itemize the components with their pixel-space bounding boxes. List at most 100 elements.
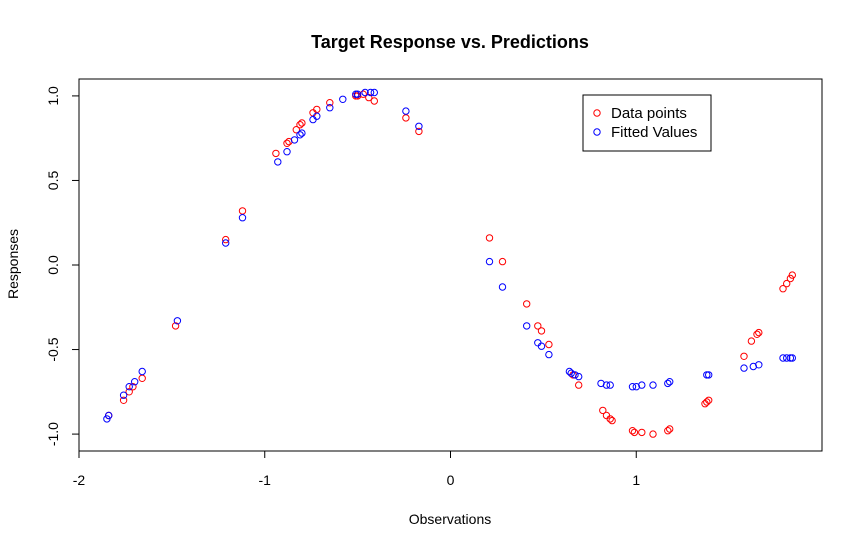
fitted-values-series xyxy=(103,88,796,423)
fitted-point xyxy=(105,411,113,420)
fitted-point xyxy=(370,88,378,97)
data-point xyxy=(753,330,761,338)
fitted-point xyxy=(339,95,347,104)
fitted-point xyxy=(283,148,291,156)
data-point xyxy=(664,427,672,435)
fitted-point xyxy=(664,379,672,388)
fitted-point xyxy=(485,257,494,266)
data-point xyxy=(608,416,616,425)
fitted-point xyxy=(567,369,575,377)
data-point xyxy=(649,430,657,438)
legend: Data points Fitted Values xyxy=(582,94,712,152)
fitted-point xyxy=(571,371,579,379)
data-point xyxy=(498,257,507,266)
fitted-point xyxy=(402,107,410,115)
y-tick-label: 0.0 xyxy=(45,255,61,275)
fitted-point xyxy=(296,131,304,139)
legend-entry-label: Data points xyxy=(611,105,687,122)
data-point xyxy=(703,398,711,406)
fitted-point xyxy=(361,88,369,97)
data-point xyxy=(415,127,423,136)
data-point xyxy=(783,279,791,288)
data-point xyxy=(125,388,133,396)
fitted-point xyxy=(415,122,423,131)
fitted-point xyxy=(298,129,306,137)
data-point xyxy=(701,400,709,408)
fitted-point xyxy=(755,361,763,369)
data-point xyxy=(575,381,583,389)
data-point xyxy=(238,207,247,215)
fitted-point xyxy=(173,317,182,325)
fitted-point xyxy=(353,90,362,98)
fitted-point xyxy=(788,354,796,362)
data-point xyxy=(298,119,306,127)
fitted-point xyxy=(274,158,282,166)
fitted-point xyxy=(545,350,553,359)
fitted-point xyxy=(705,371,713,379)
fitted-point xyxy=(786,354,795,362)
x-tick-label: 1 xyxy=(632,472,640,488)
data-points-layer xyxy=(103,88,796,438)
x-axis: -2 -1 0 1 xyxy=(73,450,640,488)
y-tick-label: -0.5 xyxy=(45,337,61,361)
data-point xyxy=(292,126,300,134)
y-tick-label: -1.0 xyxy=(45,422,61,446)
fitted-point xyxy=(602,381,611,389)
fitted-point xyxy=(326,104,334,112)
fitted-point xyxy=(666,378,674,386)
data-point xyxy=(222,235,230,244)
data-point xyxy=(630,428,639,437)
data-point xyxy=(119,396,128,404)
data-point xyxy=(402,114,410,122)
data-point xyxy=(606,415,614,423)
fitted-point xyxy=(119,391,128,399)
fitted-point xyxy=(125,383,133,391)
fitted-point xyxy=(498,283,507,291)
fitted-point xyxy=(309,115,317,124)
fitted-point xyxy=(523,322,531,330)
data-point xyxy=(602,411,611,420)
legend-entry-label: Fitted Values xyxy=(611,124,697,141)
data-point xyxy=(129,383,137,391)
data-point xyxy=(755,328,763,337)
data-point xyxy=(779,285,787,293)
legend-marker xyxy=(593,128,601,136)
fitted-point xyxy=(537,342,546,350)
fitted-point xyxy=(222,239,230,247)
fitted-point xyxy=(703,371,711,379)
fitted-point xyxy=(138,367,146,376)
legend-box xyxy=(582,94,712,152)
fitted-point xyxy=(238,214,247,222)
x-tick-label: 0 xyxy=(447,472,455,488)
data-point xyxy=(138,374,146,382)
data-point xyxy=(788,271,796,279)
data-point xyxy=(370,97,378,105)
data-point xyxy=(326,99,334,107)
x-tick-label: -2 xyxy=(73,472,86,488)
data-point xyxy=(313,105,321,114)
fitted-point xyxy=(628,383,637,391)
data-point xyxy=(628,427,637,435)
y-axis-label: Responses xyxy=(5,229,21,299)
data-point xyxy=(534,322,542,330)
data-point xyxy=(638,428,646,437)
x-tick-label: -1 xyxy=(259,472,272,488)
data-point xyxy=(296,121,304,129)
fitted-point xyxy=(632,383,640,391)
fitted-point xyxy=(366,88,375,97)
data-point xyxy=(747,337,756,345)
data-point xyxy=(537,327,546,335)
y-tick-label: 0.5 xyxy=(45,171,61,191)
chart-title: Target Response vs. Predictions xyxy=(311,32,589,52)
data-point xyxy=(359,90,367,98)
y-tick-label: 1.0 xyxy=(45,86,61,106)
data-point xyxy=(705,396,713,404)
data-point xyxy=(171,322,180,330)
fitted-point xyxy=(740,364,748,372)
data-point xyxy=(740,352,748,360)
fitted-point xyxy=(313,112,321,120)
data-point xyxy=(283,139,291,148)
data-point xyxy=(666,425,674,433)
legend-marker xyxy=(593,109,601,117)
